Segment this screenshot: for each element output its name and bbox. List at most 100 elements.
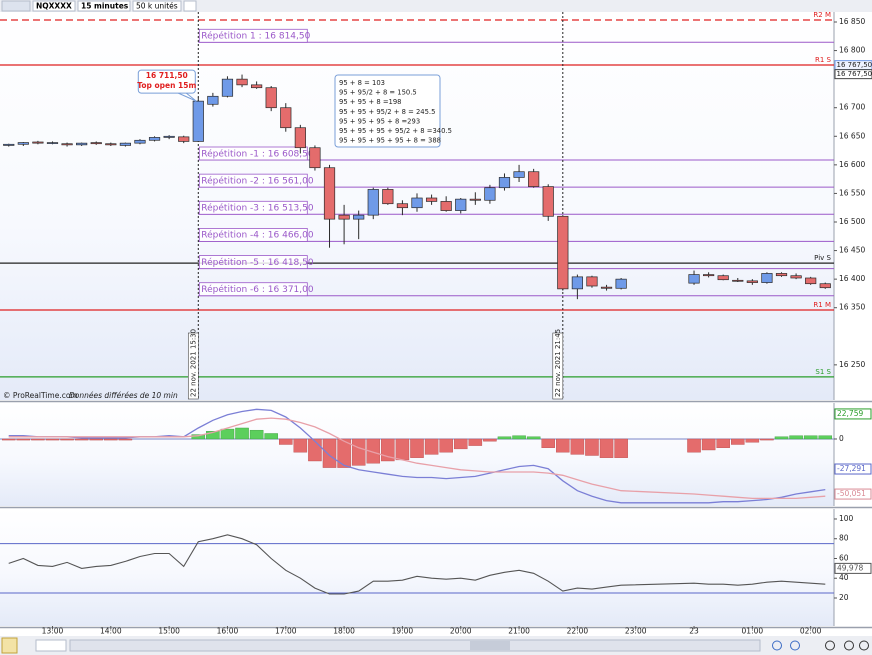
x-tick-label: 13:00 [42,627,64,636]
symbol-dropdown[interactable] [32,0,76,12]
info-line: 95 + 95/2 + 8 = 150.5 [339,89,417,97]
repetition-label: Répétition -4 : 16 466,00 [201,230,314,241]
info-line: 95 + 95 + 95 + 95/2 + 8 =340.5 [339,127,452,135]
histogram-bar [322,438,337,468]
x-tick-label: 14:00 [100,627,122,636]
settings-button[interactable] [183,0,197,12]
candle-body [294,127,306,149]
panel: 16 250 16 350 16 400 16 450 16 500 16 550 16 6… [0,11,872,403]
marker-tag-box [552,332,564,400]
y-tick-label: 16 350 [839,303,865,312]
histogram-bar [774,436,789,440]
candle-body [775,273,788,277]
candle-body [790,275,802,279]
y-tick-label: 16 700 [839,103,865,112]
units-dropdown[interactable] [132,0,182,12]
info-line: 95 + 95 + 95/2 + 8 = 245.5 [339,108,435,116]
candle-body [163,135,175,138]
repetition-box [198,228,308,242]
histogram-bar [818,435,833,440]
repetition-label: Répétition -3 : 16 513,50 [201,203,314,214]
redo-button[interactable] [790,640,800,651]
panel: 0 22,759 -27,291 -50,051 [0,403,872,509]
x-tick-label: 18:00 [333,627,355,636]
info-box [334,74,441,148]
histogram-bar [16,438,31,441]
undo-button[interactable] [772,640,782,651]
repetition-label: Répétition 1 : 16 814,50 [201,31,310,42]
histogram-bar [789,435,803,440]
zoom-reset[interactable] [859,640,869,651]
repetition-label: Répétition -5 : 16 418,50 [201,257,314,268]
repetition-box [198,28,308,43]
candle-body [353,214,365,220]
tool-icon[interactable] [1,0,31,12]
marker-tag-box [187,332,199,400]
candle-body [323,167,336,220]
candle-body [280,107,292,129]
histogram-bar [599,438,614,458]
y-tick-label: 100 [839,514,854,523]
x-tick-label: 02:00 [800,627,822,636]
candle-body [440,201,452,211]
y-tick-label: 16 650 [839,131,865,140]
candle-body [805,277,817,285]
x-tick-label: 16:00 [217,627,239,636]
callout-text: Top open 15m [137,81,196,90]
x-tick-label: 01:00 [742,627,764,636]
x-tick-label: 21:00 [508,627,530,636]
marker-label: 22 nov. 2021 15:30 [189,329,197,397]
level-label: Piv S [814,254,831,262]
candle-body [703,274,715,277]
histogram-bar [614,438,628,458]
histogram-bar [803,435,818,440]
zoom-in[interactable] [825,640,835,651]
histogram-bar [687,438,701,453]
histogram-bar [206,431,220,440]
histogram-bar [264,433,278,440]
histogram-bar [453,438,468,450]
y-tick-label: 16 400 [839,274,865,283]
value-box-label: 22,759 [837,409,863,418]
histogram-bar [60,438,74,441]
candle-body [17,142,29,145]
repetition-box [198,282,308,297]
level-label: S1 S [815,368,831,376]
value-box-label: -50,051 [837,489,866,498]
candle-body [717,275,729,281]
candle-body [178,136,190,142]
interval: 15 minutes [81,2,129,11]
histogram-bar [483,438,497,442]
candle-body [221,78,234,97]
histogram-bar [541,438,555,448]
candle-body [119,142,131,146]
histogram-bar [104,438,118,441]
scroll-thumb[interactable] [470,641,510,650]
marker-tag: 22 nov. 2021 15:30 [187,329,199,400]
histogram-bar [45,438,60,441]
candle-body [46,142,59,144]
candle-body [688,274,700,284]
candle-body [134,139,146,144]
draw-tool[interactable] [1,637,18,654]
panel-background [0,509,834,626]
candle-body [396,203,409,209]
y-tick-label: 16 500 [839,217,865,226]
candle-body [819,283,831,289]
candle-body [761,273,773,283]
scroll-left[interactable] [35,639,67,652]
x-tick-label: 15:00 [158,627,180,636]
scrollbar[interactable] [69,639,761,652]
histogram-bar [585,438,599,456]
candle-body [732,279,744,282]
interval-dropdown[interactable] [77,0,131,12]
candle-body [542,186,554,217]
value-box-label: 49,978 [837,563,863,572]
price-box-label: 16 767,50 [837,70,872,78]
y-tick-label: 80 [839,534,849,543]
zoom-out[interactable] [844,640,854,651]
candle-body [32,141,44,144]
candle-body [309,147,321,169]
histogram-bar [410,438,424,458]
